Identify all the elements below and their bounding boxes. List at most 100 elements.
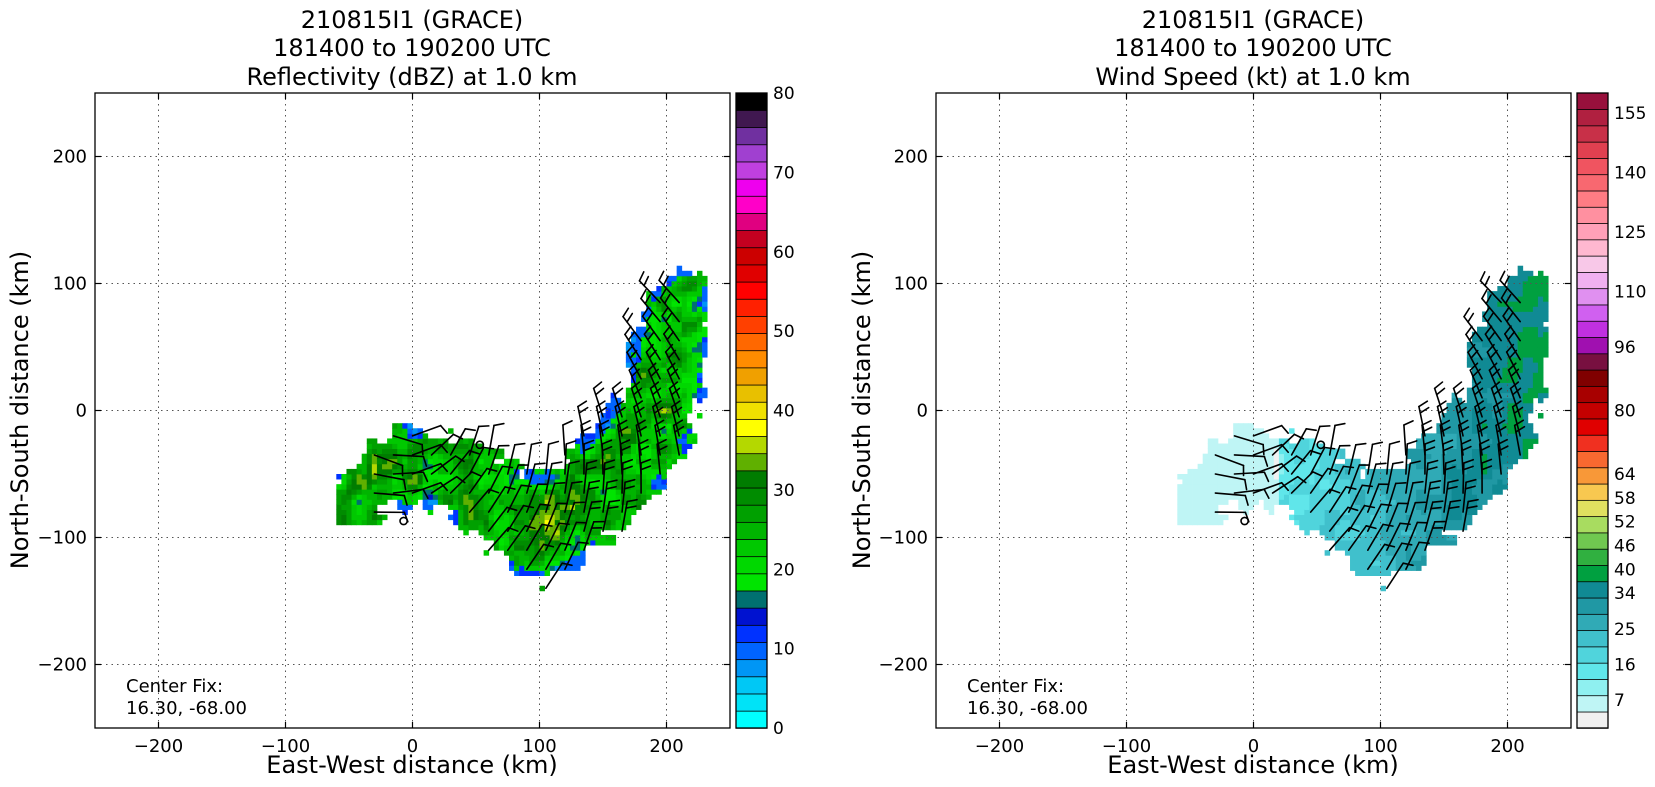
field-cell: [1517, 402, 1524, 409]
field-cell: [671, 280, 678, 287]
field-cell: [554, 504, 561, 510]
wind-barb: [1309, 446, 1336, 475]
field-cell: [1471, 463, 1478, 470]
field-cell: [676, 453, 683, 460]
field-cell: [1527, 270, 1534, 277]
field-cell: [1431, 453, 1437, 460]
field-cell: [656, 377, 662, 383]
field-cell: [1263, 499, 1270, 505]
field-cell: [1350, 489, 1356, 495]
field-cell: [696, 392, 703, 399]
field-cell: [1350, 484, 1356, 490]
wind-barb: [654, 419, 666, 456]
field-cell: [1314, 499, 1320, 505]
field-cell: [346, 504, 352, 510]
field-cell: [1512, 321, 1519, 328]
field-cell: [1492, 296, 1498, 302]
field-cell: [1497, 484, 1503, 490]
wind-barb: [1465, 325, 1483, 361]
field-cell: [620, 443, 627, 449]
field-cell: [1466, 397, 1473, 404]
field-cell: [468, 474, 474, 480]
field-cell: [1441, 519, 1447, 526]
field-cell: [1436, 438, 1442, 444]
field-cell: [1410, 474, 1417, 480]
field-cell: [1314, 468, 1320, 475]
field-cell: [397, 433, 403, 439]
field-cell: [1380, 514, 1386, 521]
colorbar-tick-label: 52: [1614, 513, 1636, 533]
field-cell: [539, 534, 545, 541]
field-cell: [534, 524, 540, 531]
field-cell: [483, 550, 490, 556]
field-cell: [646, 402, 652, 409]
field-cell: [620, 438, 627, 444]
field-cell: [559, 545, 566, 551]
field-cell: [1436, 529, 1442, 536]
field-cell: [488, 514, 495, 521]
field-cell: [437, 458, 444, 465]
field-cell: [473, 463, 479, 470]
field-cell: [636, 377, 642, 383]
field-cell: [519, 514, 525, 521]
field-cell: [402, 463, 408, 470]
field-cell: [1522, 341, 1529, 348]
field-cell: [656, 474, 662, 480]
field-cell: [559, 519, 566, 526]
field-cell: [691, 433, 698, 439]
colorbar-swatch: [1576, 336, 1609, 355]
field-cell: [1405, 524, 1412, 531]
field-cell: [1517, 453, 1524, 460]
field-cell: [1537, 413, 1544, 419]
field-cell: [1223, 463, 1229, 470]
field-cell: [1482, 468, 1488, 475]
field-cell: [519, 570, 525, 576]
field-cell: [1527, 296, 1534, 302]
y-tick-label: 200: [53, 147, 87, 168]
field-cell: [676, 377, 683, 383]
field-cell: [641, 352, 647, 358]
field-cell: [356, 494, 363, 500]
field-cell: [1522, 352, 1529, 358]
field-cell: [1202, 504, 1209, 510]
field-cell: [1487, 402, 1493, 409]
field-cell: [1446, 534, 1453, 541]
wind-barb: [583, 520, 605, 552]
field-cell: [1507, 448, 1513, 455]
field-cell: [1446, 407, 1453, 414]
field-cell: [402, 433, 408, 439]
field-cell: [1319, 463, 1326, 470]
field-cell: [524, 519, 530, 526]
field-cell: [696, 336, 703, 343]
field-cell: [656, 362, 662, 368]
field-cell: [437, 479, 444, 485]
wind-barb: [1405, 460, 1421, 494]
field-cell: [1471, 489, 1478, 495]
field-cell: [595, 509, 601, 516]
field-cell: [1182, 489, 1188, 495]
field-cell: [1471, 433, 1478, 439]
wind-barb: [658, 270, 681, 304]
field-cell: [1487, 372, 1493, 378]
wind-barb: [1347, 525, 1377, 552]
field-cell: [1477, 347, 1483, 353]
field-cell: [366, 489, 373, 495]
field-cell: [1517, 291, 1524, 297]
field-cell: [453, 509, 459, 516]
field-cell: [696, 362, 703, 368]
field-cell: [580, 560, 586, 566]
field-cell: [1512, 377, 1519, 383]
field-cell: [605, 423, 612, 429]
field-cell: [580, 545, 586, 551]
field-cell: [1487, 377, 1493, 383]
field-cell: [646, 291, 652, 297]
field-cell: [1512, 392, 1519, 399]
field-cell: [1477, 484, 1483, 490]
field-cell: [1202, 499, 1209, 505]
field-cell: [1537, 326, 1544, 333]
field-cell: [1405, 463, 1412, 470]
field-cell: [498, 484, 505, 490]
center-fix-label: Center Fix:: [967, 676, 1064, 697]
field-cell: [1497, 331, 1503, 338]
field-cell: [1283, 474, 1290, 480]
